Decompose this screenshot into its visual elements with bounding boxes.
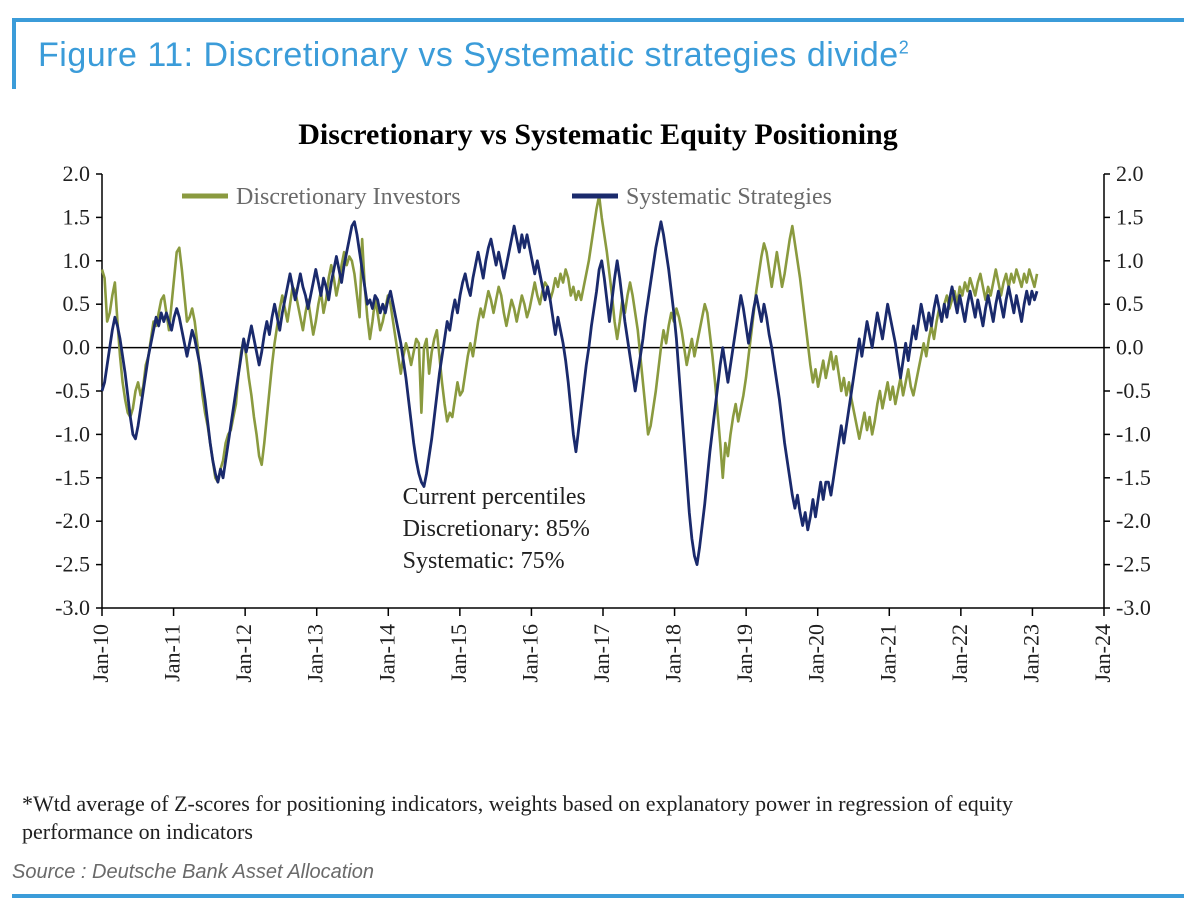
svg-text:1.5: 1.5: [1116, 204, 1144, 229]
svg-text:Discretionary Investors: Discretionary Investors: [236, 184, 461, 210]
svg-text:Jan-11: Jan-11: [160, 624, 185, 682]
svg-text:2.0: 2.0: [63, 161, 91, 186]
svg-text:-3.0: -3.0: [55, 595, 90, 620]
svg-text:-2.5: -2.5: [55, 552, 90, 577]
svg-text:Systematic Strategies: Systematic Strategies: [626, 184, 832, 210]
svg-text:1.0: 1.0: [1116, 248, 1144, 273]
figure-title-text: Figure 11: Discretionary vs Systematic s…: [38, 36, 899, 74]
svg-text:Current percentiles: Current percentiles: [403, 484, 586, 510]
svg-text:Jan-12: Jan-12: [231, 624, 256, 683]
svg-text:Jan-14: Jan-14: [374, 624, 399, 683]
svg-text:-2.0: -2.0: [1116, 508, 1151, 533]
figure-title-superscript: 2: [899, 38, 910, 58]
svg-text:-1.0: -1.0: [55, 421, 90, 446]
svg-text:Jan-15: Jan-15: [446, 624, 471, 683]
svg-text:-2.0: -2.0: [55, 508, 90, 533]
svg-text:Jan-16: Jan-16: [517, 624, 542, 683]
svg-text:Jan-24: Jan-24: [1090, 624, 1115, 683]
svg-text:1.0: 1.0: [63, 248, 91, 273]
svg-text:Jan-20: Jan-20: [804, 624, 829, 683]
svg-text:Jan-21: Jan-21: [875, 624, 900, 683]
source-line: Source : Deutsche Bank Asset Allocation: [12, 861, 1184, 898]
svg-text:-1.5: -1.5: [55, 465, 90, 490]
svg-text:-1.0: -1.0: [1116, 421, 1151, 446]
chart-footnote: *Wtd average of Z-scores for positioning…: [22, 790, 1122, 845]
svg-text:0.5: 0.5: [1116, 291, 1144, 316]
svg-text:0.5: 0.5: [63, 291, 91, 316]
svg-text:-2.5: -2.5: [1116, 552, 1151, 577]
svg-text:-0.5: -0.5: [1116, 378, 1151, 403]
svg-text:Jan-10: Jan-10: [88, 624, 113, 683]
svg-text:2.0: 2.0: [1116, 161, 1144, 186]
svg-text:Jan-13: Jan-13: [303, 624, 328, 683]
svg-text:0.0: 0.0: [63, 335, 91, 360]
svg-text:Jan-22: Jan-22: [947, 624, 972, 683]
svg-text:-1.5: -1.5: [1116, 465, 1151, 490]
svg-text:Jan-17: Jan-17: [589, 624, 614, 683]
svg-text:Jan-19: Jan-19: [732, 624, 757, 683]
figure-container: Figure 11: Discretionary vs Systematic s…: [0, 0, 1196, 912]
svg-text:-3.0: -3.0: [1116, 595, 1151, 620]
svg-text:1.5: 1.5: [63, 204, 91, 229]
svg-text:Jan-23: Jan-23: [1018, 624, 1043, 683]
chart-title: Discretionary vs Systematic Equity Posit…: [22, 118, 1174, 152]
svg-text:Discretionary: 85%: Discretionary: 85%: [403, 516, 590, 542]
svg-text:-0.5: -0.5: [55, 378, 90, 403]
figure-title: Figure 11: Discretionary vs Systematic s…: [38, 36, 909, 74]
chart-svg: 2.0 2.0 1.5 1.5 1.0 1.0 0.5 0.5 0.0 0.0 -0.5 -0.5 -1…: [22, 158, 1174, 718]
svg-text:Systematic: 75%: Systematic: 75%: [403, 548, 565, 574]
svg-text:Jan-18: Jan-18: [661, 624, 686, 683]
svg-text:0.0: 0.0: [1116, 335, 1144, 360]
figure-header-bar: Figure 11: Discretionary vs Systematic s…: [12, 18, 1184, 89]
chart-area: Discretionary vs Systematic Equity Posit…: [22, 118, 1174, 808]
